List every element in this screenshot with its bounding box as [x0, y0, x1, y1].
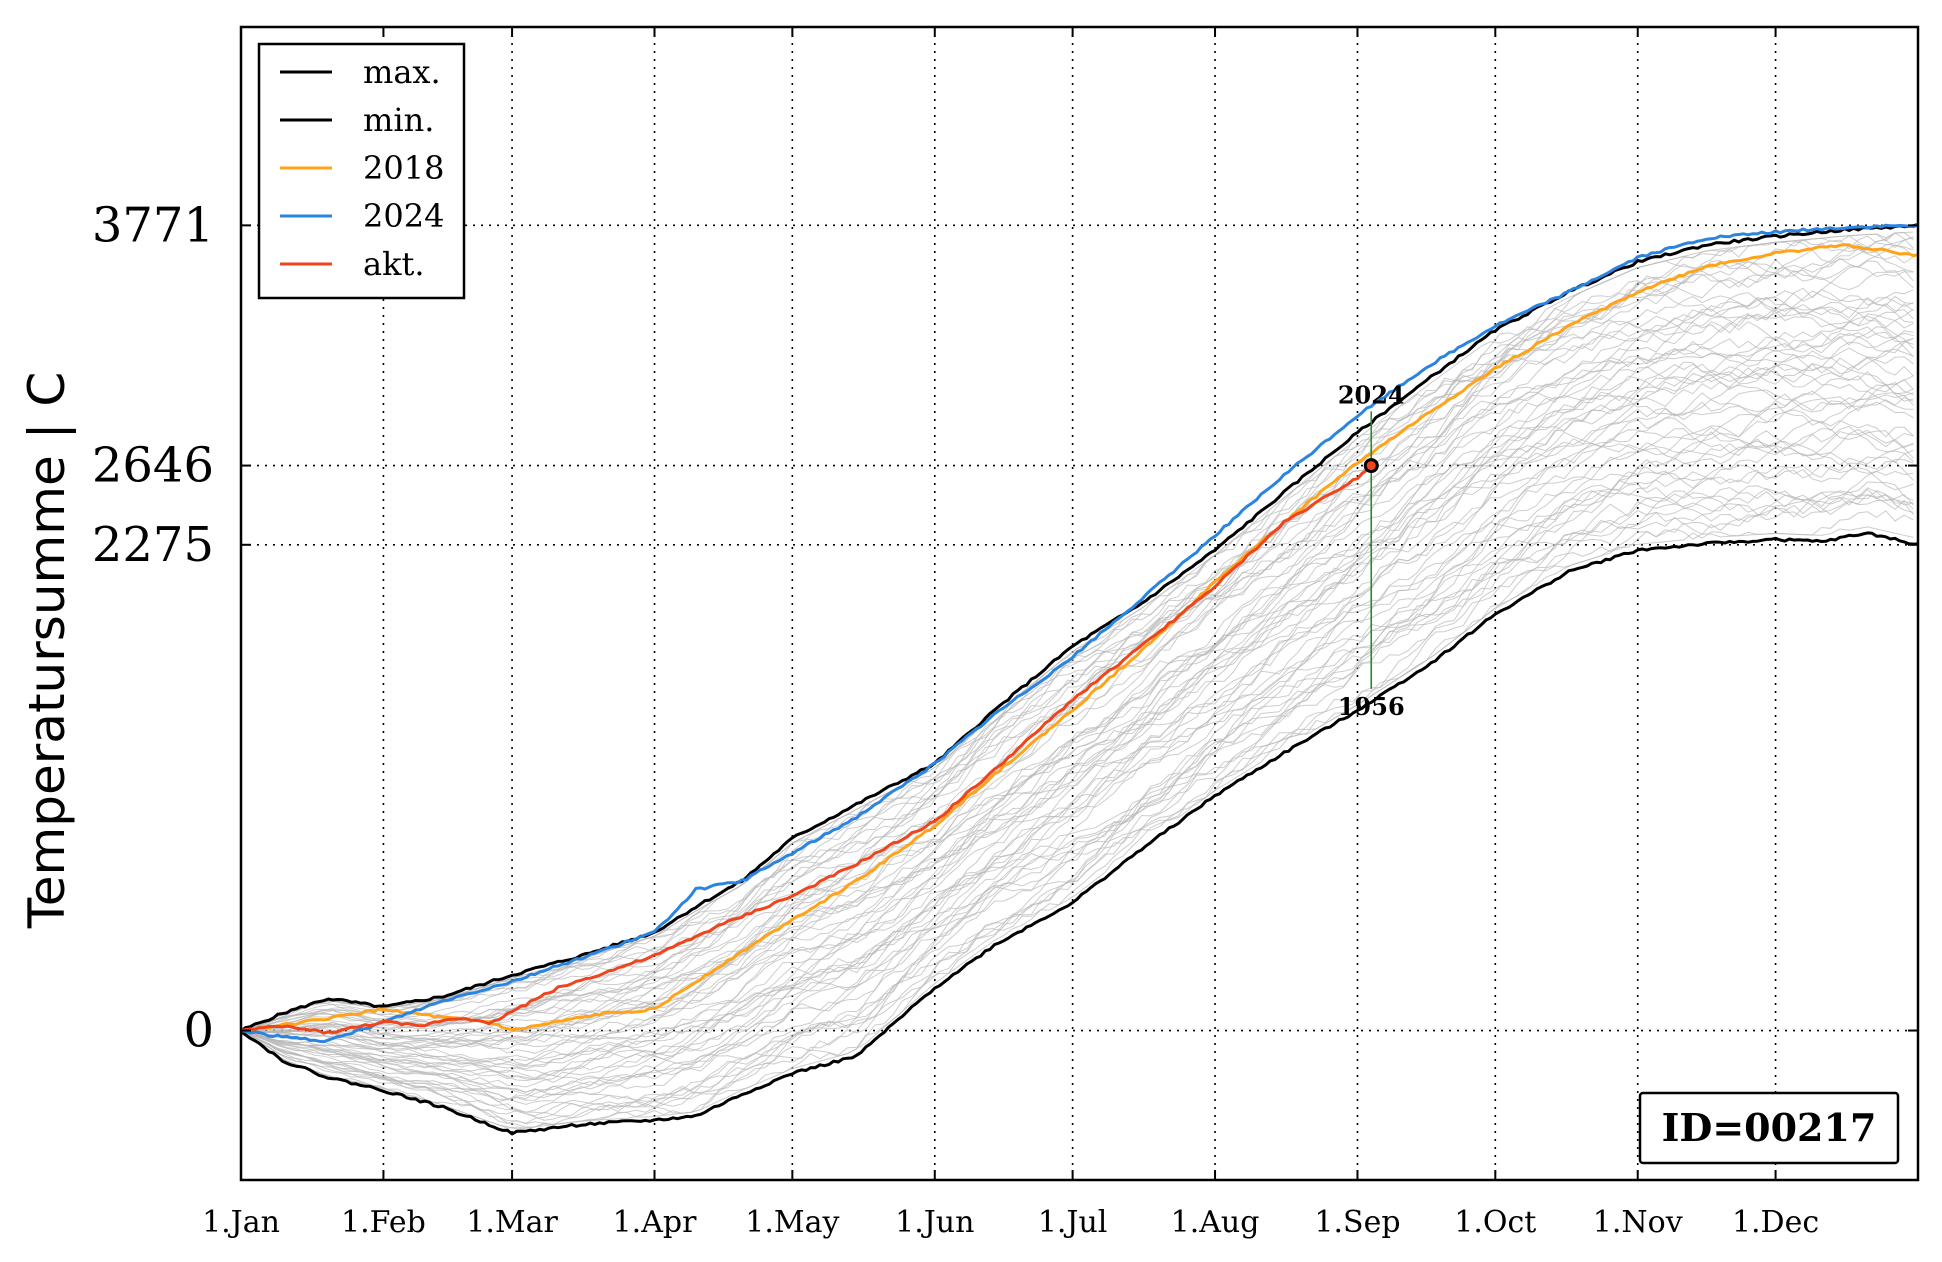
- x-tick-label: 1.Oct: [1454, 1205, 1536, 1240]
- x-tick-label: 1.Dec: [1732, 1205, 1819, 1240]
- historical-year-line: [240, 394, 1914, 1082]
- id-label: ID=00217: [1662, 1105, 1877, 1150]
- historical-year-line: [240, 232, 1914, 1031]
- historical-year-line: [240, 428, 1914, 1077]
- historical-year-line: [240, 392, 1914, 1064]
- x-tick-label: 1.Aug: [1171, 1205, 1260, 1240]
- x-tick-label: 1.Jun: [895, 1205, 974, 1240]
- historical-year-line: [240, 402, 1914, 1080]
- series-line-2018: [240, 243, 1919, 1032]
- historical-year-line: [240, 370, 1914, 1068]
- y-axis-ticks: 0 2275 2646 3771: [92, 197, 1918, 1059]
- historical-year-line: [240, 444, 1914, 1099]
- x-tick-label: 1.Mar: [466, 1205, 558, 1240]
- series-line-min: [240, 531, 1919, 1136]
- historical-year-line: [240, 357, 1914, 1049]
- legend-label: max.: [363, 53, 441, 91]
- id-info-box: ID=00217: [1638, 1091, 1900, 1165]
- historical-year-line: [240, 337, 1914, 1050]
- historical-year-line: [240, 494, 1914, 1128]
- x-tick-label: 1.Sep: [1314, 1205, 1400, 1240]
- historical-year-line: [240, 492, 1914, 1124]
- historical-year-line: [240, 425, 1914, 1088]
- legend-label: akt.: [363, 245, 425, 283]
- historical-year-line: [240, 460, 1914, 1103]
- historical-year-line: [240, 485, 1914, 1119]
- current-value-marker: [1363, 458, 1379, 474]
- x-tick-label: 1.Apr: [613, 1205, 697, 1240]
- x-tick-label: 1.Nov: [1593, 1205, 1683, 1240]
- legend-label: 2018: [363, 149, 444, 187]
- legend-label: 2024: [363, 197, 444, 235]
- historical-year-line: [240, 483, 1914, 1114]
- legend-box: [257, 42, 466, 300]
- historical-year-line: [240, 297, 1914, 1031]
- x-tick-label: 1.May: [745, 1205, 839, 1240]
- series-line-2024: [240, 223, 1919, 1044]
- historical-year-line: [240, 510, 1914, 1130]
- historical-year-line: [240, 526, 1914, 1129]
- historical-year-line: [240, 356, 1914, 1050]
- historical-year-line: [240, 428, 1914, 1093]
- historical-year-line: [240, 315, 1914, 1035]
- historical-year-line: [240, 401, 1914, 1081]
- plot-frame: [239, 25, 1920, 1182]
- y-tick-label: 0: [183, 1003, 214, 1059]
- historical-year-line: [240, 466, 1914, 1102]
- historical-year-line: [240, 290, 1914, 1031]
- historical-year-lines: [240, 231, 1914, 1130]
- y-axis-label: Temperatursumme | C: [18, 372, 76, 930]
- historical-year-line: [240, 375, 1914, 1068]
- x-tick-label: 1.Jan: [202, 1205, 280, 1240]
- id-box: [1638, 1091, 1900, 1165]
- historical-year-line: [240, 440, 1914, 1083]
- historical-year-line: [240, 292, 1914, 1031]
- legend: max. min. 2018 2024 akt.: [257, 42, 466, 300]
- historical-year-line: [240, 446, 1914, 1101]
- grid-lines: [241, 27, 1918, 1180]
- range-top-label: 2024: [1338, 380, 1405, 409]
- historical-year-line: [240, 244, 1914, 1031]
- series-line-akt: [240, 464, 1373, 1035]
- x-tick-label: 1.Feb: [341, 1205, 426, 1240]
- series-line-max: [240, 222, 1919, 1033]
- annotations: 2024 1956: [1338, 380, 1405, 721]
- series-lines: [240, 222, 1919, 1136]
- historical-year-line: [240, 381, 1914, 1067]
- historical-year-line: [240, 321, 1914, 1038]
- historical-year-line: [240, 396, 1914, 1070]
- historical-year-line: [240, 231, 1914, 1031]
- legend-label: min.: [363, 101, 434, 139]
- historical-year-line: [240, 487, 1914, 1105]
- y-tick-label: 3771: [92, 197, 214, 253]
- x-tick-label: 1.Jul: [1038, 1205, 1108, 1240]
- range-bottom-label: 1956: [1338, 692, 1405, 721]
- x-axis-ticks: 1.Jan 1.Feb 1.Mar 1.Apr 1.May 1.Jun 1.Jul 1.Aug…: [202, 27, 1819, 1240]
- historical-year-line: [240, 430, 1914, 1101]
- y-tick-label: 2275: [92, 517, 214, 573]
- y-tick-label: 2646: [92, 438, 214, 494]
